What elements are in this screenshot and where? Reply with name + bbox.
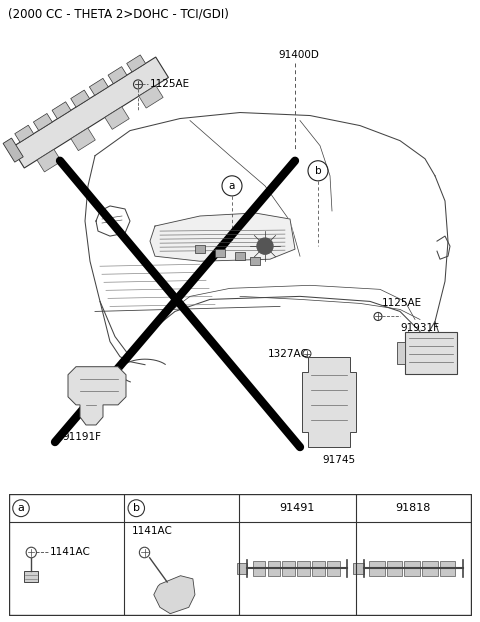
- Bar: [71, 128, 96, 151]
- Text: 91931F: 91931F: [400, 323, 439, 333]
- Text: 1141AC: 1141AC: [50, 547, 91, 557]
- Bar: [24, 572, 38, 582]
- Polygon shape: [150, 213, 295, 261]
- Bar: [252, 561, 265, 576]
- Bar: [267, 561, 280, 576]
- Bar: [237, 563, 248, 573]
- Bar: [127, 55, 145, 72]
- Bar: [353, 563, 364, 573]
- Circle shape: [257, 238, 273, 254]
- Polygon shape: [68, 367, 126, 425]
- Text: 1327AC: 1327AC: [268, 349, 309, 359]
- Bar: [108, 67, 127, 84]
- Text: 91745: 91745: [322, 455, 355, 465]
- Bar: [52, 102, 71, 119]
- Bar: [312, 561, 325, 576]
- Text: 91191F: 91191F: [62, 432, 101, 442]
- Bar: [34, 113, 52, 131]
- Bar: [422, 561, 438, 576]
- Bar: [89, 78, 108, 95]
- Bar: [397, 341, 405, 364]
- Bar: [405, 332, 457, 374]
- Text: 91818: 91818: [396, 503, 431, 513]
- Polygon shape: [154, 576, 195, 614]
- Text: 1125AE: 1125AE: [150, 80, 190, 90]
- Bar: [37, 149, 61, 172]
- Text: 1125AE: 1125AE: [382, 299, 422, 309]
- Text: (2000 CC - THETA 2>DOHC - TCI/GDI): (2000 CC - THETA 2>DOHC - TCI/GDI): [8, 7, 229, 21]
- Bar: [440, 561, 456, 576]
- Bar: [195, 245, 205, 253]
- Bar: [250, 257, 260, 265]
- Polygon shape: [302, 356, 356, 447]
- Bar: [3, 138, 23, 162]
- Bar: [327, 561, 340, 576]
- Text: a: a: [229, 181, 235, 191]
- Bar: [235, 252, 245, 260]
- Text: a: a: [18, 503, 24, 513]
- Bar: [298, 561, 310, 576]
- Bar: [71, 90, 90, 107]
- Bar: [282, 561, 295, 576]
- Text: b: b: [315, 166, 321, 176]
- Bar: [386, 561, 402, 576]
- Bar: [215, 249, 225, 257]
- Bar: [15, 125, 34, 142]
- Text: 91400D: 91400D: [278, 50, 319, 60]
- Text: 1141AC: 1141AC: [132, 526, 173, 536]
- Bar: [12, 57, 168, 168]
- Bar: [404, 561, 420, 576]
- Text: 91491: 91491: [280, 503, 315, 513]
- Bar: [105, 107, 129, 129]
- Text: b: b: [133, 503, 140, 513]
- Bar: [369, 561, 384, 576]
- Bar: [139, 85, 163, 108]
